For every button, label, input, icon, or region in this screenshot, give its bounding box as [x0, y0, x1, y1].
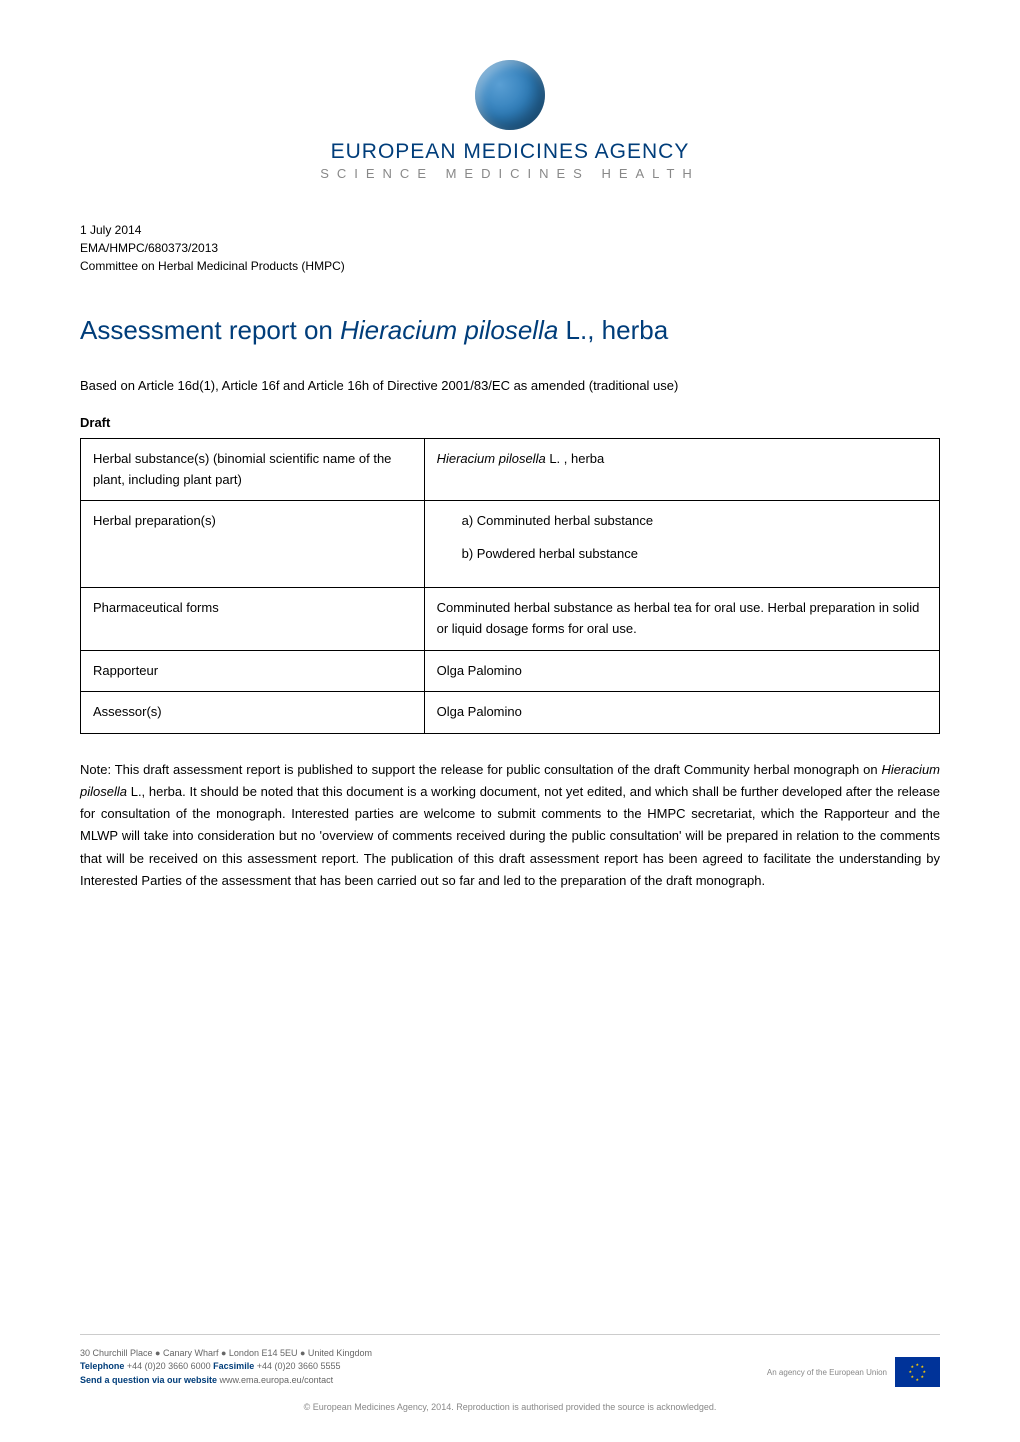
- document-metadata: 1 July 2014 EMA/HMPC/680373/2013 Committ…: [80, 221, 940, 275]
- table-row: Pharmaceutical forms Comminuted herbal s…: [81, 587, 940, 650]
- table-value-cell: Olga Palomino: [424, 650, 939, 692]
- footer: 30 Churchill Place ● Canary Wharf ● Lond…: [80, 1334, 940, 1413]
- table-label-cell: Herbal substance(s) (binomial scientific…: [81, 438, 425, 501]
- question-label: Send a question via our website: [80, 1375, 217, 1385]
- table-label-cell: Pharmaceutical forms: [81, 587, 425, 650]
- title-italic: Hieracium pilosella: [340, 315, 558, 345]
- preparation-item: a) Comminuted herbal substance: [462, 511, 927, 532]
- table-value-cell: Comminuted herbal substance as herbal te…: [424, 587, 939, 650]
- logo-sub-text: SCIENCE MEDICINES HEALTH: [80, 166, 940, 181]
- table-label-cell: Assessor(s): [81, 692, 425, 734]
- website-value: www.ema.europa.eu/contact: [217, 1375, 333, 1385]
- eu-flag-icon: ★ ★ ★ ★ ★ ★ ★ ★: [895, 1357, 940, 1387]
- note-prefix: Note: This draft assessment report is pu…: [80, 762, 881, 777]
- logo-sphere-icon: [475, 60, 545, 130]
- footer-left: 30 Churchill Place ● Canary Wharf ● Lond…: [80, 1347, 372, 1388]
- page-title: Assessment report on Hieracium pilosella…: [80, 315, 940, 346]
- draft-label: Draft: [80, 415, 940, 430]
- fax-label: Facsimile: [213, 1361, 254, 1371]
- fax-value: +44 (0)20 3660 5555: [254, 1361, 340, 1371]
- table-label-cell: Herbal preparation(s): [81, 501, 425, 588]
- table-value-cell: Olga Palomino: [424, 692, 939, 734]
- footer-divider: [80, 1334, 940, 1335]
- logo-main-text: EUROPEAN MEDICINES AGENCY: [80, 140, 940, 164]
- value-italic: Hieracium pilosella: [437, 451, 546, 466]
- logo-container: EUROPEAN MEDICINES AGENCY SCIENCE MEDICI…: [80, 60, 940, 181]
- value-suffix: L. , herba: [546, 451, 605, 466]
- footer-website-line: Send a question via our website www.ema.…: [80, 1374, 372, 1388]
- telephone-value: +44 (0)20 3660 6000: [124, 1361, 213, 1371]
- title-prefix: Assessment report on: [80, 315, 340, 345]
- table-row: Herbal preparation(s) a) Comminuted herb…: [81, 501, 940, 588]
- title-suffix: L., herba: [558, 315, 668, 345]
- telephone-label: Telephone: [80, 1361, 124, 1371]
- table-value-cell: Hieracium pilosella L. , herba: [424, 438, 939, 501]
- note-suffix: L., herba. It should be noted that this …: [80, 784, 940, 887]
- table-row: Assessor(s) Olga Palomino: [81, 692, 940, 734]
- footer-phone-line: Telephone +44 (0)20 3660 6000 Facsimile …: [80, 1360, 372, 1374]
- agency-text: An agency of the European Union: [767, 1368, 887, 1377]
- table-row: Rapporteur Olga Palomino: [81, 650, 940, 692]
- preparation-item: b) Powdered herbal substance: [462, 544, 927, 565]
- footer-right: An agency of the European Union ★ ★ ★ ★ …: [767, 1357, 940, 1387]
- footer-content: 30 Churchill Place ● Canary Wharf ● Lond…: [80, 1347, 940, 1388]
- doc-date: 1 July 2014: [80, 221, 940, 239]
- table-label-cell: Rapporteur: [81, 650, 425, 692]
- footer-address: 30 Churchill Place ● Canary Wharf ● Lond…: [80, 1347, 372, 1361]
- note-text: Note: This draft assessment report is pu…: [80, 759, 940, 892]
- doc-reference: EMA/HMPC/680373/2013: [80, 239, 940, 257]
- table-value-cell: a) Comminuted herbal substance b) Powder…: [424, 501, 939, 588]
- doc-committee: Committee on Herbal Medicinal Products (…: [80, 257, 940, 275]
- subtitle: Based on Article 16d(1), Article 16f and…: [80, 376, 940, 397]
- table-row: Herbal substance(s) (binomial scientific…: [81, 438, 940, 501]
- assessment-table: Herbal substance(s) (binomial scientific…: [80, 438, 940, 734]
- copyright-text: © European Medicines Agency, 2014. Repro…: [80, 1402, 940, 1412]
